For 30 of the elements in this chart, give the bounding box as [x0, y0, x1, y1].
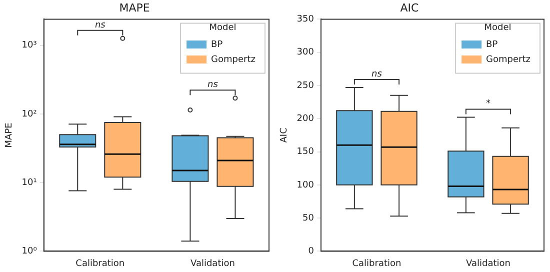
annotation: ns	[208, 80, 218, 90]
x-tick-label: Calibration	[76, 258, 125, 269]
legend-label: BP	[211, 40, 224, 50]
legend-label: Gompertz	[486, 54, 531, 65]
legend-label: Gompertz	[211, 54, 256, 65]
y-tick-label: 300	[296, 48, 314, 58]
y-tick-label: 350	[296, 14, 314, 25]
y-tick-label: 100	[296, 180, 314, 190]
legend-title: Model	[209, 23, 236, 34]
y-tick-label: 200	[296, 114, 314, 124]
legend-label: BP	[486, 40, 498, 50]
y-axis-title: AIC	[280, 128, 290, 143]
annotation: ns	[372, 69, 382, 80]
y-tick-label: 10¹	[22, 178, 38, 188]
y-tick-label: 10²	[22, 109, 38, 120]
y-tick-label: 10⁰	[22, 246, 38, 257]
legend-title: Model	[484, 23, 512, 34]
annotation: *	[486, 99, 491, 110]
y-tick-label: 10³	[22, 40, 38, 51]
y-axis-title: MAPE	[4, 122, 15, 148]
y-tick-label: 50	[302, 213, 314, 224]
y-tick-label: 150	[296, 147, 314, 158]
x-tick-label: Validation	[466, 258, 510, 269]
y-tick-label: 0	[308, 246, 314, 257]
chart-title: AIC	[400, 1, 420, 14]
chart-title: MAPE	[119, 1, 150, 14]
annotation: ns	[94, 20, 106, 30]
y-tick-label: 250	[296, 80, 314, 91]
x-tick-label: Validation	[190, 258, 235, 269]
x-tick-label: Calibration	[352, 258, 402, 269]
